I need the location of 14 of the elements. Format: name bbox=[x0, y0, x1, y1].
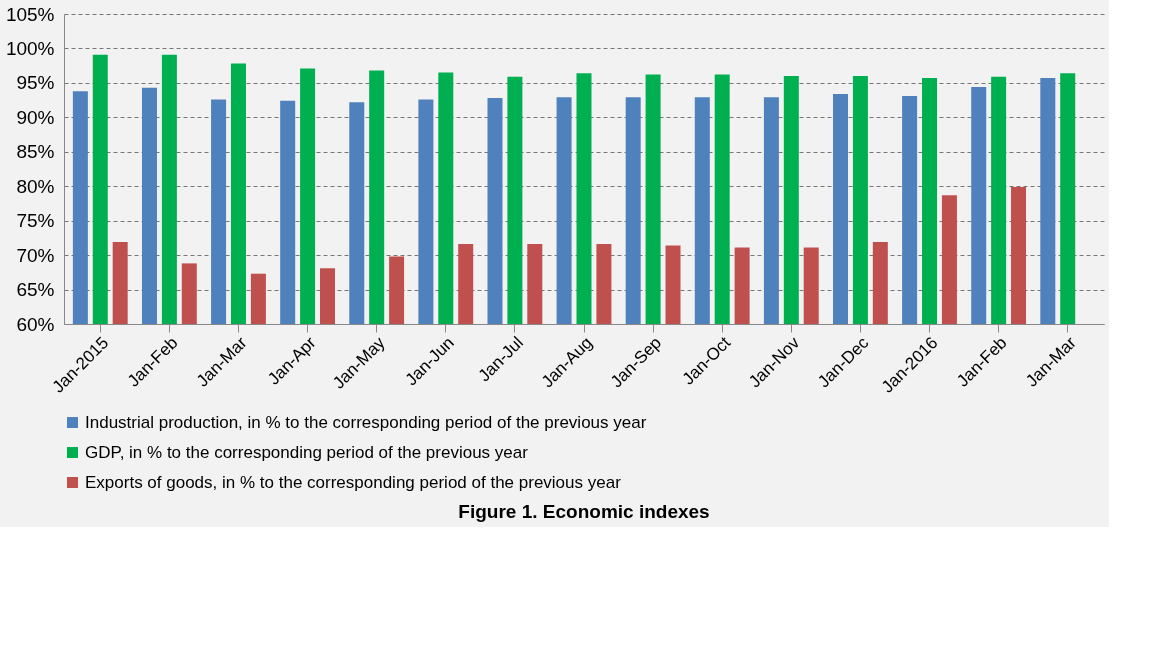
y-tick-label: 105% bbox=[5, 3, 55, 25]
y-tick-label: 95% bbox=[16, 72, 55, 94]
y-tick-label: 60% bbox=[16, 313, 55, 335]
legend-label: GDP, in % to the corresponding period of the previous year bbox=[85, 442, 529, 462]
y-tick-label: 90% bbox=[16, 106, 55, 128]
y-tick-label: 75% bbox=[16, 210, 55, 232]
legend-label: Exports of goods, in % to the corresponding period of the previous year bbox=[85, 472, 622, 492]
y-tick-label: 80% bbox=[16, 175, 55, 197]
text: Figure 1. Economic indexes bbox=[458, 501, 710, 522]
legend-label: Industrial production, in % to the corresponding period of the previous year bbox=[85, 412, 647, 432]
y-tick-label: 70% bbox=[16, 244, 55, 266]
y-tick-label: 85% bbox=[16, 141, 55, 163]
y-tick-label: 100% bbox=[5, 37, 55, 59]
y-tick-label: 65% bbox=[16, 279, 55, 301]
